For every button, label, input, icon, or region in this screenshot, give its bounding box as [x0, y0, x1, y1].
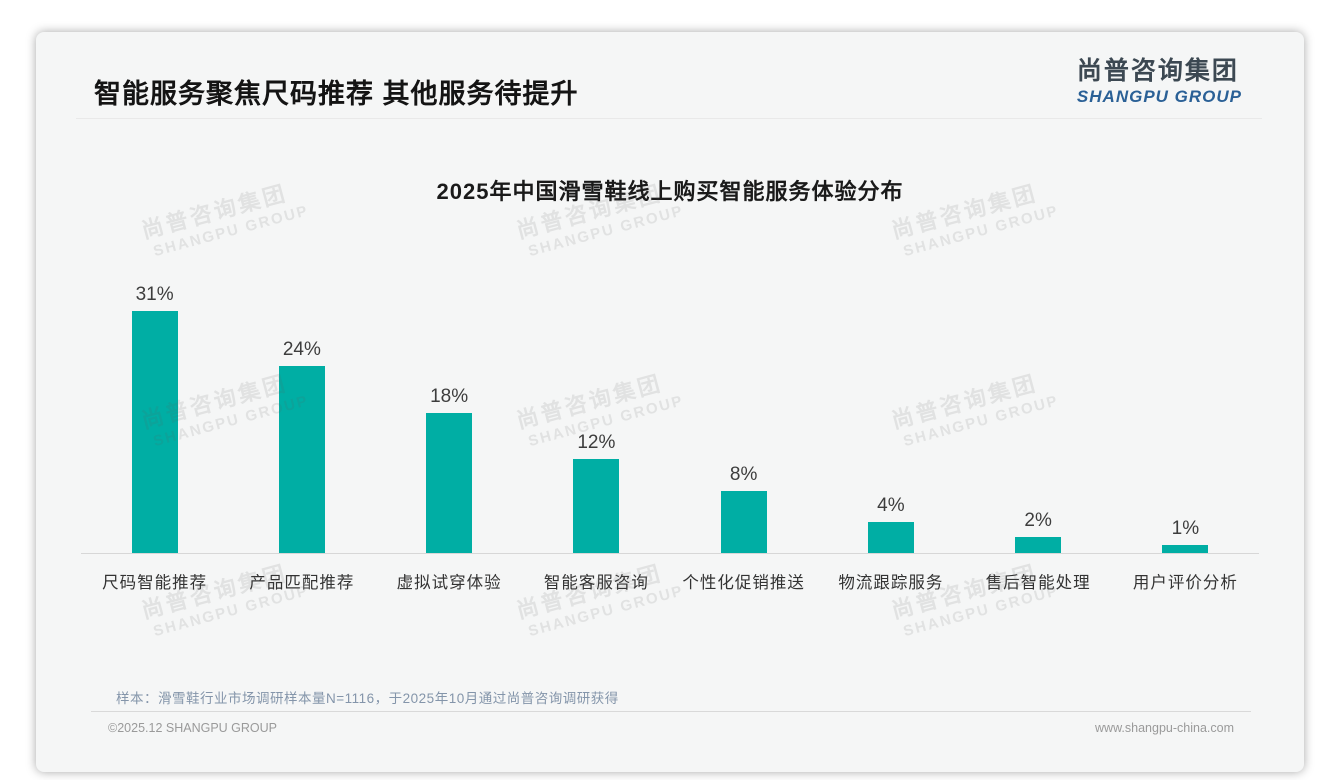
- sample-note: 样本：滑雪鞋行业市场调研样本量N=1116，于2025年10月通过尚普咨询调研获…: [116, 691, 619, 706]
- company-logo: 尚普咨询集团 SHANGPU GROUP: [1077, 56, 1242, 107]
- bar-value-label: 12%: [577, 432, 616, 454]
- watermark-english-text: SHANGPU GROUP: [901, 202, 1061, 261]
- bar-value-label: 31%: [135, 284, 174, 306]
- bar-category-label: 售后智能处理: [985, 574, 1091, 592]
- bar-category-label: 个性化促销推送: [682, 574, 805, 592]
- bar: [278, 365, 325, 553]
- chart-title: 2025年中国滑雪鞋线上购买智能服务体验分布: [436, 179, 904, 204]
- watermark-english-text: SHANGPU GROUP: [151, 202, 311, 261]
- bar-category-label: 智能客服咨询: [543, 574, 649, 592]
- bar-chart: 31% 24% 18% 12% 8% 4% 2% 1% 尺码智能推荐 产品匹配推荐 虚拟试穿体验 智…: [81, 281, 1259, 593]
- bar-column: 1%: [1112, 518, 1259, 553]
- x-axis-line: [81, 553, 1259, 554]
- bar: [720, 490, 767, 553]
- logo-chinese-text: 尚普咨询集团: [1076, 57, 1239, 85]
- logo-english-text: SHANGPU GROUP: [1076, 87, 1242, 106]
- bar-category-label: 物流跟踪服务: [838, 574, 944, 592]
- bar-column: 8%: [670, 464, 817, 553]
- bar: [573, 459, 620, 553]
- slide-card: 智能服务聚焦尺码推荐 其他服务待提升 尚普咨询集团 SHANGPU GROUP …: [36, 32, 1304, 772]
- bar: [1015, 537, 1062, 553]
- footer: ©2025.12 SHANGPU GROUP www.shangpu-china…: [91, 711, 1251, 735]
- footer-website: www.shangpu-china.com: [1095, 721, 1234, 735]
- bar-value-label: 4%: [877, 494, 905, 516]
- bar-value-label: 2%: [1024, 510, 1052, 532]
- bar-value-label: 24%: [282, 338, 321, 360]
- bar-value-label: 1%: [1171, 518, 1200, 540]
- bar: [867, 521, 914, 553]
- bar-column: 31%: [81, 284, 228, 553]
- bar-category-label: 尺码智能推荐: [102, 574, 208, 592]
- bar-column: 12%: [523, 432, 670, 553]
- bars-area: 31% 24% 18% 12% 8% 4% 2% 1%: [81, 281, 1259, 553]
- bar-column: 2%: [965, 510, 1112, 553]
- bar: [131, 311, 178, 553]
- bar-value-label: 18%: [430, 385, 469, 407]
- bar-category-label: 用户评价分析: [1132, 574, 1238, 592]
- bar-category-label: 虚拟试穿体验: [396, 574, 502, 592]
- bar-column: 24%: [228, 339, 375, 553]
- bar-category-label: 产品匹配推荐: [249, 574, 355, 592]
- bar-column: 4%: [817, 495, 964, 553]
- bar: [426, 412, 473, 553]
- bar: [1162, 545, 1209, 553]
- category-labels-row: 尺码智能推荐 产品匹配推荐 虚拟试穿体验 智能客服咨询 个性化促销推送 物流跟踪服务 售后智…: [81, 569, 1259, 593]
- bar-column: 18%: [376, 386, 523, 553]
- bar-value-label: 8%: [729, 463, 758, 485]
- header-divider: [76, 118, 1262, 119]
- watermark-english-text: SHANGPU GROUP: [526, 202, 686, 261]
- footer-copyright: ©2025.12 SHANGPU GROUP: [108, 721, 277, 735]
- page-title: 智能服务聚焦尺码推荐 其他服务待提升: [94, 79, 579, 109]
